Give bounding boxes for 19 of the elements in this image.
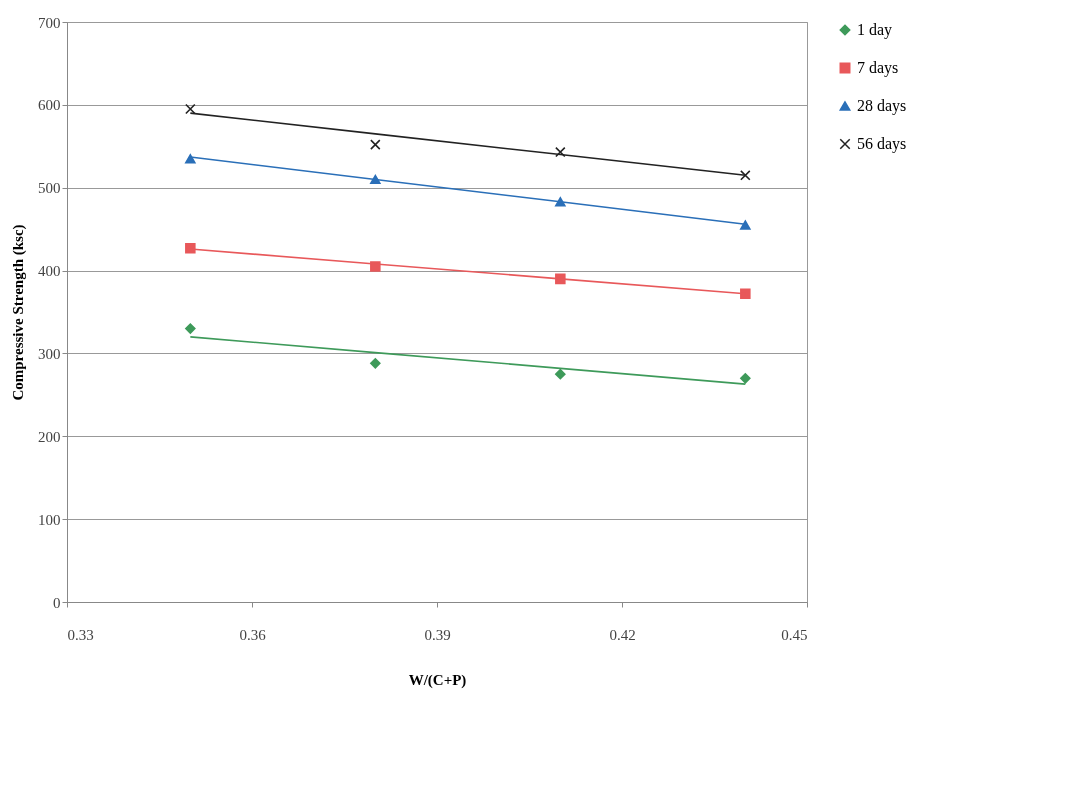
x-axis-title: W/(C+P) [408, 671, 467, 689]
x-tick-label: 0.33 [67, 626, 94, 643]
y-axis-title: Compressive Strength (ksc) [10, 224, 27, 401]
y-tick-label: 600 [38, 97, 61, 114]
legend-label: 7 days [857, 59, 899, 77]
y-tick-label: 300 [38, 345, 61, 362]
y-tick-label: 400 [38, 263, 61, 280]
x-tick-label: 0.36 [239, 626, 267, 643]
y-tick-label: 200 [38, 428, 61, 445]
y-tick-label: 500 [38, 180, 61, 197]
x-tick-label: 0.39 [424, 626, 451, 643]
x-tick-label: 0.45 [781, 626, 808, 643]
legend-label: 1 day [857, 21, 893, 39]
y-tick-label: 0 [53, 594, 61, 611]
y-tick-label: 700 [38, 14, 61, 31]
y-tick-label: 100 [38, 511, 61, 528]
x-tick-label: 0.42 [609, 626, 636, 643]
legend-label: 56 days [857, 135, 907, 153]
legend-label: 28 days [857, 97, 907, 115]
